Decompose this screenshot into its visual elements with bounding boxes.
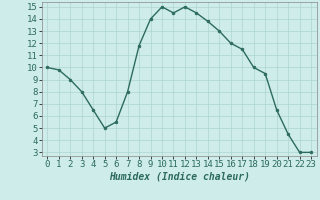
X-axis label: Humidex (Indice chaleur): Humidex (Indice chaleur) xyxy=(109,172,250,182)
